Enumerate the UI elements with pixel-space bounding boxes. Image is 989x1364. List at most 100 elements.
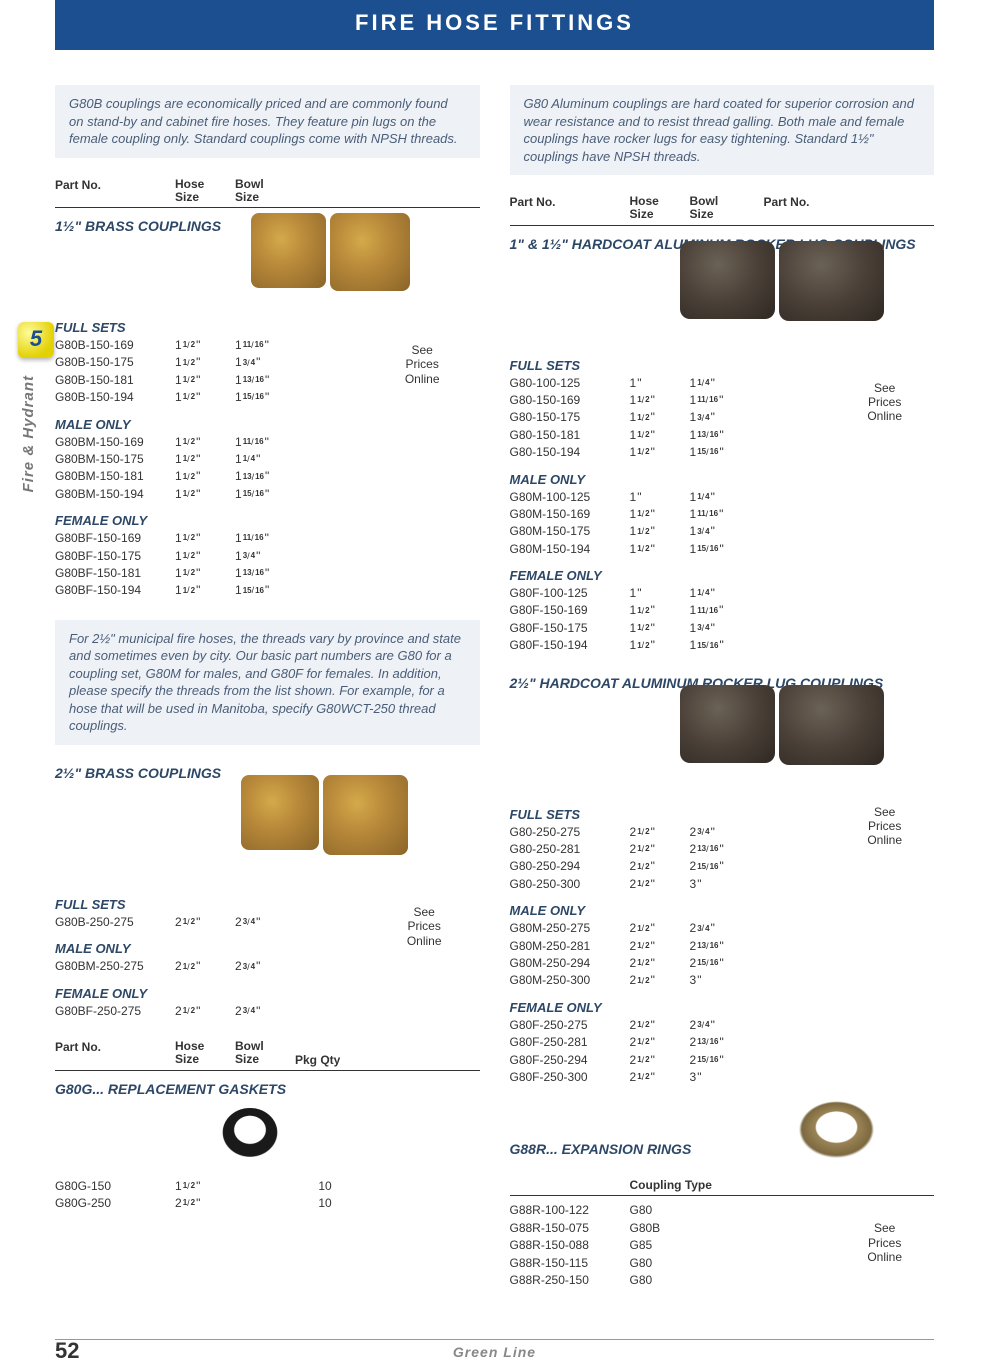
cell-part: G88R-100-122 <box>510 1202 630 1219</box>
page-number: 52 <box>55 1338 79 1364</box>
table-row: G80M-150-17511/2"13/4" <box>510 523 935 540</box>
table-row: G80G-25021/2" 10 <box>55 1195 480 1212</box>
table-row: G88R-100-122G80 <box>510 1202 935 1219</box>
cell-hose: 11/2" <box>175 530 235 547</box>
table-row: G80F-100-1251"11/4" <box>510 585 935 602</box>
cell-part: G80-250-294 <box>510 858 630 875</box>
cell-bowl: 113/16" <box>235 372 315 389</box>
section-title-gaskets: G80G... REPLACEMENT GASKETS <box>55 1081 480 1097</box>
cell-bowl: 213/16" <box>690 841 770 858</box>
cell-part: G80BM-150-181 <box>55 468 175 485</box>
cell-bowl: 3" <box>690 1069 770 1086</box>
cell-bowl: 111/16" <box>690 392 770 409</box>
cell-hose: 11/2" <box>630 620 690 637</box>
cell-hose: 11/2" <box>175 486 235 503</box>
cell-bowl: 111/16" <box>235 337 315 354</box>
table-row: G80BF-150-17511/2"13/4" <box>55 548 480 565</box>
cell-bowl: 111/16" <box>690 506 770 523</box>
th-part: Part No. <box>55 178 175 204</box>
cell-qty: 10 <box>295 1195 355 1212</box>
cell-hose: 11/2" <box>175 337 235 354</box>
cell-hose: 21/2" <box>175 958 235 975</box>
table-row: G80M-250-30021/2"3" <box>510 972 935 989</box>
cell-bowl: 115/16" <box>235 486 315 503</box>
cell-part: G80M-150-175 <box>510 523 630 540</box>
cell-part: G80G-250 <box>55 1195 175 1212</box>
cell-hose: 21/2" <box>630 1052 690 1069</box>
subsection-female-only: FEMALE ONLY <box>55 986 480 1001</box>
table-row: G80F-250-27521/2"23/4" <box>510 1017 935 1034</box>
cell-bowl: 11/4" <box>235 451 315 468</box>
cell-bowl: 13/4" <box>690 523 770 540</box>
cell-part: G80-150-169 <box>510 392 630 409</box>
cell-part: G80F-150-169 <box>510 602 630 619</box>
cell-bowl: 115/16" <box>690 637 770 654</box>
cell-bowl: 3" <box>690 876 770 893</box>
cell-part: G80BM-150-175 <box>55 451 175 468</box>
cell-hose: 1" <box>630 585 690 602</box>
see-prices-label: See Prices Online <box>407 905 442 948</box>
cell-bowl: 23/4" <box>235 958 315 975</box>
cell-bowl: 213/16" <box>690 938 770 955</box>
cell-part: G80BF-150-175 <box>55 548 175 565</box>
th-bowl: Bowl Size <box>690 195 750 221</box>
cell-hose: 11/2" <box>630 637 690 654</box>
cell-part: G80F-250-294 <box>510 1052 630 1069</box>
cell-hose: 11/2" <box>175 582 235 599</box>
table-row: G80M-150-19411/2"115/16" <box>510 541 935 558</box>
table-header-right-1: Part No. Hose Size Bowl Size Part No. <box>510 195 935 225</box>
cell-bowl: 11/4" <box>690 375 770 392</box>
cell-bowl: 215/16" <box>690 1052 770 1069</box>
cell-part: G80B-150-194 <box>55 389 175 406</box>
cell-hose: 11/2" <box>175 354 235 371</box>
cell-bowl: 13/4" <box>690 620 770 637</box>
subsection-full-sets: FULL SETS <box>510 358 935 373</box>
table-row: G80F-250-28121/2"213/16" <box>510 1034 935 1051</box>
table-row: G80G-15011/2"10 <box>55 1178 480 1195</box>
product-image-brass-male <box>251 213 326 288</box>
cell-part: G80M-100-125 <box>510 489 630 506</box>
product-image-alum25-female <box>779 685 884 765</box>
product-image-expansion-ring <box>793 1101 879 1158</box>
cell-part: G80BF-150-181 <box>55 565 175 582</box>
product-image-alum-female <box>779 241 884 321</box>
cell-coupling-type: G80B <box>630 1220 780 1237</box>
see-prices-label: See Prices Online <box>867 1221 902 1264</box>
table-row: G80BM-150-17511/2"11/4" <box>55 451 480 468</box>
product-image-brass25-female <box>323 775 408 855</box>
cell-part: G80-150-175 <box>510 409 630 426</box>
page-footer: 52 Green Line <box>55 1339 934 1360</box>
cell-hose: 21/2" <box>630 1069 690 1086</box>
cell-hose: 21/2" <box>175 1195 235 1212</box>
cell-hose: 21/2" <box>630 841 690 858</box>
cell-hose: 11/2" <box>175 565 235 582</box>
cell-bowl: 23/4" <box>690 824 770 841</box>
cell-part: G80M-250-300 <box>510 972 630 989</box>
product-image-alum-male <box>680 241 775 319</box>
cell-hose: 1" <box>630 489 690 506</box>
cell-hose: 11/2" <box>630 523 690 540</box>
cell-bowl: 111/16" <box>690 602 770 619</box>
th-hose: Hose Size <box>175 178 235 204</box>
th-hose: Hose Size <box>175 1040 235 1066</box>
cell-bowl: 215/16" <box>690 955 770 972</box>
note-municipal: For 2½" municipal fire hoses, the thread… <box>55 620 480 745</box>
cell-part: G80-150-181 <box>510 427 630 444</box>
cell-part: G80B-150-175 <box>55 354 175 371</box>
cell-bowl: 23/4" <box>235 914 315 931</box>
cell-part: G88R-250-150 <box>510 1272 630 1289</box>
cell-bowl: 23/4" <box>690 920 770 937</box>
cell-hose: 21/2" <box>630 1034 690 1051</box>
side-tab-label: Fire & Hydrant <box>20 375 37 492</box>
cell-coupling-type: G80 <box>630 1272 780 1289</box>
cell-bowl: 113/16" <box>690 427 770 444</box>
th-bowl: Bowl Size <box>235 178 295 204</box>
cell-bowl: 111/16" <box>235 530 315 547</box>
table-row: G80BM-150-18111/2"113/16" <box>55 468 480 485</box>
table-row: G80BF-150-16911/2"111/16" <box>55 530 480 547</box>
cell-bowl: 13/4" <box>235 354 315 371</box>
table-row: G80-150-18111/2"113/16" <box>510 427 935 444</box>
cell-part: G80-150-194 <box>510 444 630 461</box>
cell-bowl: 213/16" <box>690 1034 770 1051</box>
th-bowl: Bowl Size <box>235 1040 295 1066</box>
